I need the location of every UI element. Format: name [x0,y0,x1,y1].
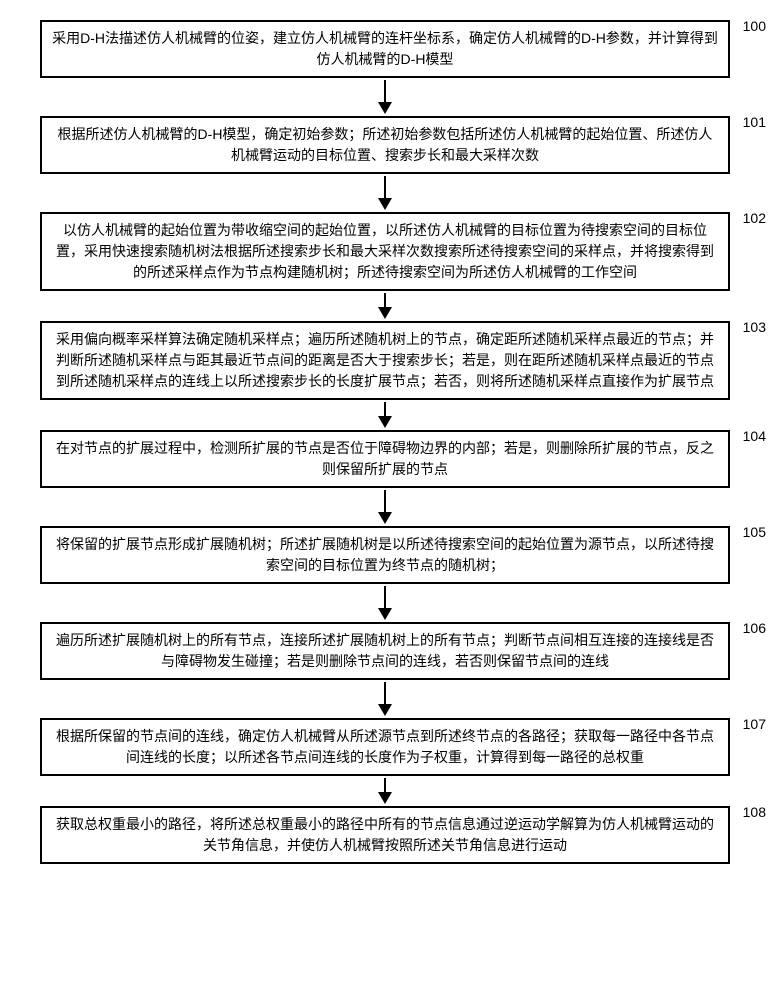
down-arrow-icon [378,586,392,620]
down-arrow-icon [378,490,392,524]
flow-step: 将保留的扩展节点形成扩展随机树；所述扩展随机树是以所述待搜索空间的起始位置为源节… [40,526,730,584]
down-arrow-icon [378,778,392,804]
flow-step: 获取总权重最小的路径，将所述总权重最小的路径中所有的节点信息通过逆运动学解算为仿… [40,806,730,864]
flow-step: 遍历所述扩展随机树上的所有节点，连接所述扩展随机树上的所有节点；判断节点间相互连… [40,622,730,680]
down-arrow-icon [378,176,392,210]
flow-step: 根据所述仿人机械臂的D-H模型，确定初始参数；所述初始参数包括所述仿人机械臂的起… [40,116,730,174]
flow-box: 以仿人机械臂的起始位置为带收缩空间的起始位置，以所述仿人机械臂的目标位置为待搜索… [40,212,730,291]
step-number-label: 100 [743,18,766,34]
flow-step: 在对节点的扩展过程中，检测所扩展的节点是否位于障碍物边界的内部；若是，则删除所扩… [40,430,730,488]
step-number-label: 102 [743,210,766,226]
flow-box: 根据所保留的节点间的连线，确定仿人机械臂从所述源节点到所述终节点的各路径；获取每… [40,718,730,776]
flow-step: 采用偏向概率采样算法确定随机采样点；遍历所述随机树上的节点，确定距所述随机采样点… [40,321,730,400]
flow-step: 以仿人机械臂的起始位置为带收缩空间的起始位置，以所述仿人机械臂的目标位置为待搜索… [40,212,730,291]
down-arrow-icon [378,80,392,114]
flow-step: 根据所保留的节点间的连线，确定仿人机械臂从所述源节点到所述终节点的各路径；获取每… [40,718,730,776]
flow-box: 在对节点的扩展过程中，检测所扩展的节点是否位于障碍物边界的内部；若是，则删除所扩… [40,430,730,488]
step-number-label: 103 [743,319,766,335]
step-number-label: 101 [743,114,766,130]
flow-box: 采用D-H法描述仿人机械臂的位姿，建立仿人机械臂的连杆坐标系，确定仿人机械臂的D… [40,20,730,78]
step-number-label: 106 [743,620,766,636]
step-number-label: 108 [743,804,766,820]
step-number-label: 104 [743,428,766,444]
step-number-label: 105 [743,524,766,540]
step-number-label: 107 [743,716,766,732]
down-arrow-icon [378,293,392,319]
flowchart-container: 采用D-H法描述仿人机械臂的位姿，建立仿人机械臂的连杆坐标系，确定仿人机械臂的D… [40,20,730,864]
flow-box: 采用偏向概率采样算法确定随机采样点；遍历所述随机树上的节点，确定距所述随机采样点… [40,321,730,400]
down-arrow-icon [378,682,392,716]
down-arrow-icon [378,402,392,428]
flow-step: 采用D-H法描述仿人机械臂的位姿，建立仿人机械臂的连杆坐标系，确定仿人机械臂的D… [40,20,730,78]
flow-box: 将保留的扩展节点形成扩展随机树；所述扩展随机树是以所述待搜索空间的起始位置为源节… [40,526,730,584]
flow-box: 根据所述仿人机械臂的D-H模型，确定初始参数；所述初始参数包括所述仿人机械臂的起… [40,116,730,174]
flow-box: 获取总权重最小的路径，将所述总权重最小的路径中所有的节点信息通过逆运动学解算为仿… [40,806,730,864]
flow-box: 遍历所述扩展随机树上的所有节点，连接所述扩展随机树上的所有节点；判断节点间相互连… [40,622,730,680]
